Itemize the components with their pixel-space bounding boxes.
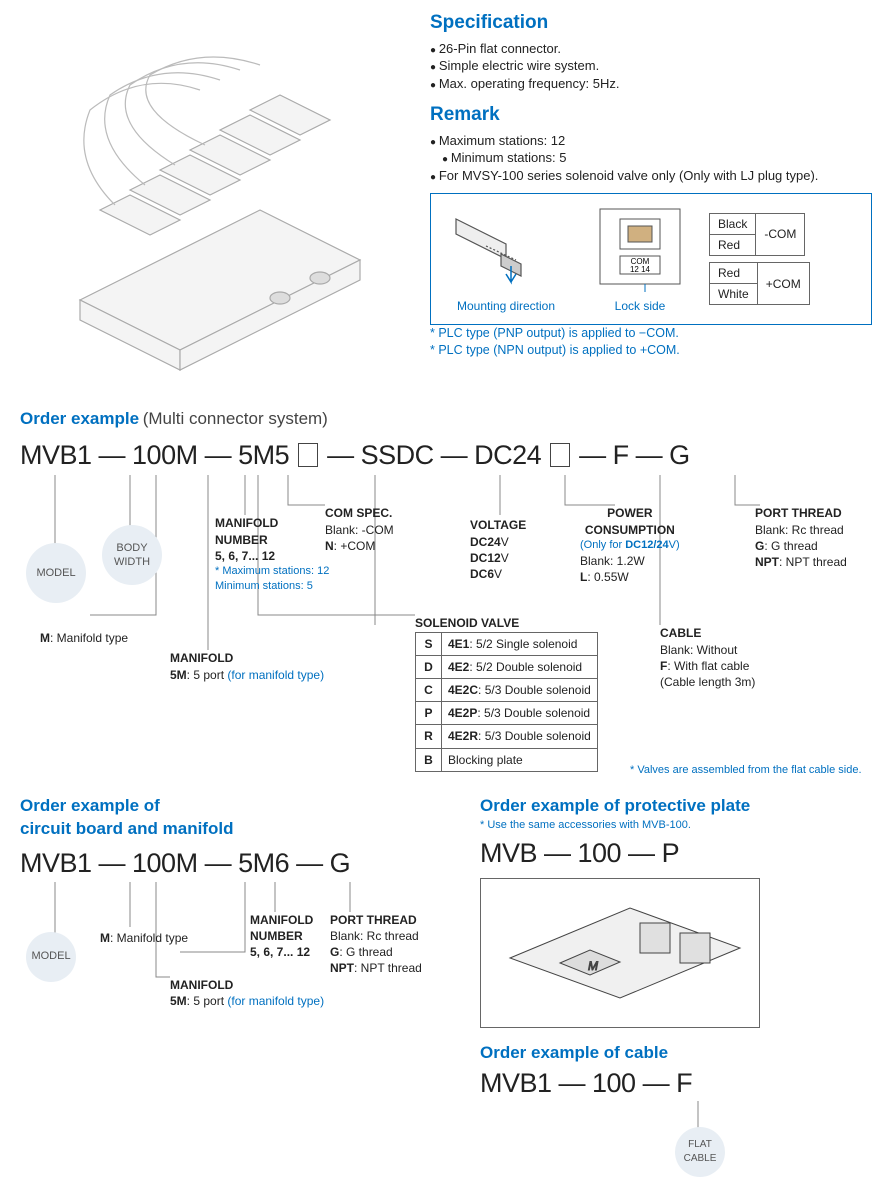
orderB-code: MVB1 — 100M — 5M6 — G [20, 845, 440, 881]
spec-item: Simple electric wire system. [430, 57, 872, 75]
manifold-label: MANIFOLD 5M: 5 port (for manifold type) [170, 977, 324, 1009]
order-example-right: Order example of protective plate * Use … [480, 795, 872, 1161]
lock-label: Lock side [585, 298, 695, 314]
orderD-heading: Order example of cable [480, 1042, 872, 1065]
orderB-heading: Order example of circuit board and manif… [20, 795, 440, 841]
wiring-diagram: Mounting direction COM 12 14 Lock side B… [430, 193, 872, 326]
mtype-label: M: Manifold type [40, 630, 128, 646]
svg-text:M: M [588, 959, 598, 973]
product-image [20, 10, 410, 390]
plc-note: * PLC type (PNP output) is applied to −C… [430, 325, 872, 342]
power-label: POWER CONSUMPTION (Only for DC12/24V) Bl… [580, 505, 680, 585]
valve-footnote: * Valves are assembled from the flat cab… [630, 763, 862, 778]
spec-column: Specification 26-Pin flat connector. Sim… [430, 10, 872, 390]
mtype-label: M: Manifold type [100, 930, 188, 946]
spec-list: 26-Pin flat connector. Simple electric w… [430, 40, 872, 93]
spec-item: Max. operating frequency: 5Hz. [430, 75, 872, 93]
orderC-code: MVB — 100 — P [480, 835, 872, 871]
order-code: MVB1 — 100M — 5M5 — SSDC — DC24 — F — G [20, 437, 872, 473]
comspec-label: COM SPEC. Blank: -COM N: +COM [325, 505, 394, 554]
remark-list: Maximum stations: 12 Minimum stations: 5… [430, 132, 872, 185]
mnum-label: MANIFOLD NUMBER 5, 6, 7... 12 [250, 912, 313, 961]
model-bubble: MODEL [26, 543, 86, 603]
voltage-label: VOLTAGE DC24V DC12V DC6V [470, 517, 526, 582]
top-section: Specification 26-Pin flat connector. Sim… [20, 10, 872, 390]
cable-label: CABLE Blank: Without F: With flat cable … [660, 625, 755, 690]
order-subheading: (Multi connector system) [143, 409, 328, 428]
remark-item: Maximum stations: 12 [430, 132, 872, 150]
order-diagram: MODEL BODY WIDTH M: Manifold type MANIFO… [20, 475, 872, 795]
manifold-number-label: MANIFOLD NUMBER 5, 6, 7... 12 * Maximum … [215, 515, 329, 593]
remark-heading: Remark [430, 102, 872, 128]
wiring-table: Black-COM Red [709, 213, 805, 256]
orderC-heading: Order example of protective plate [480, 795, 872, 818]
port-label: PORT THREAD Blank: Rc thread G: G thread… [755, 505, 847, 570]
solenoid-label: SOLENOID VALVE S4E1: 5/2 Single solenoid… [415, 615, 598, 771]
mounting-label: Mounting direction [441, 298, 571, 314]
solenoid-table: S4E1: 5/2 Single solenoid D4E2: 5/2 Doub… [415, 632, 598, 772]
port-label: PORT THREAD Blank: Rc thread G: G thread… [330, 912, 422, 977]
remark-item: For MVSY-100 series solenoid valve only … [430, 167, 872, 185]
plc-note: * PLC type (NPN output) is applied to +C… [430, 342, 872, 359]
bodywidth-bubble: BODY WIDTH [102, 525, 162, 585]
protective-plate-image: M [480, 878, 760, 1028]
spec-item: 26-Pin flat connector. [430, 40, 872, 58]
remark-item: Minimum stations: 5 [430, 149, 872, 167]
lower-section: Order example of circuit board and manif… [20, 795, 872, 1161]
flat-cable-bubble: FLAT CABLE [675, 1127, 725, 1177]
spec-heading: Specification [430, 10, 872, 36]
manifold-label: MANIFOLD 5M: 5 port (for manifold type) [170, 650, 324, 682]
svg-text:12 14: 12 14 [630, 265, 651, 274]
wiring-table: Red+COM White [709, 262, 810, 305]
order-example-main: Order example (Multi connector system) M… [20, 408, 872, 795]
order-heading: Order example [20, 409, 139, 428]
order-example-board: Order example of circuit board and manif… [20, 795, 440, 1161]
orderC-note: * Use the same accessories with MVB-100. [480, 818, 872, 833]
orderD-code: MVB1 — 100 — F [480, 1065, 872, 1101]
model-bubble: MODEL [26, 932, 76, 982]
